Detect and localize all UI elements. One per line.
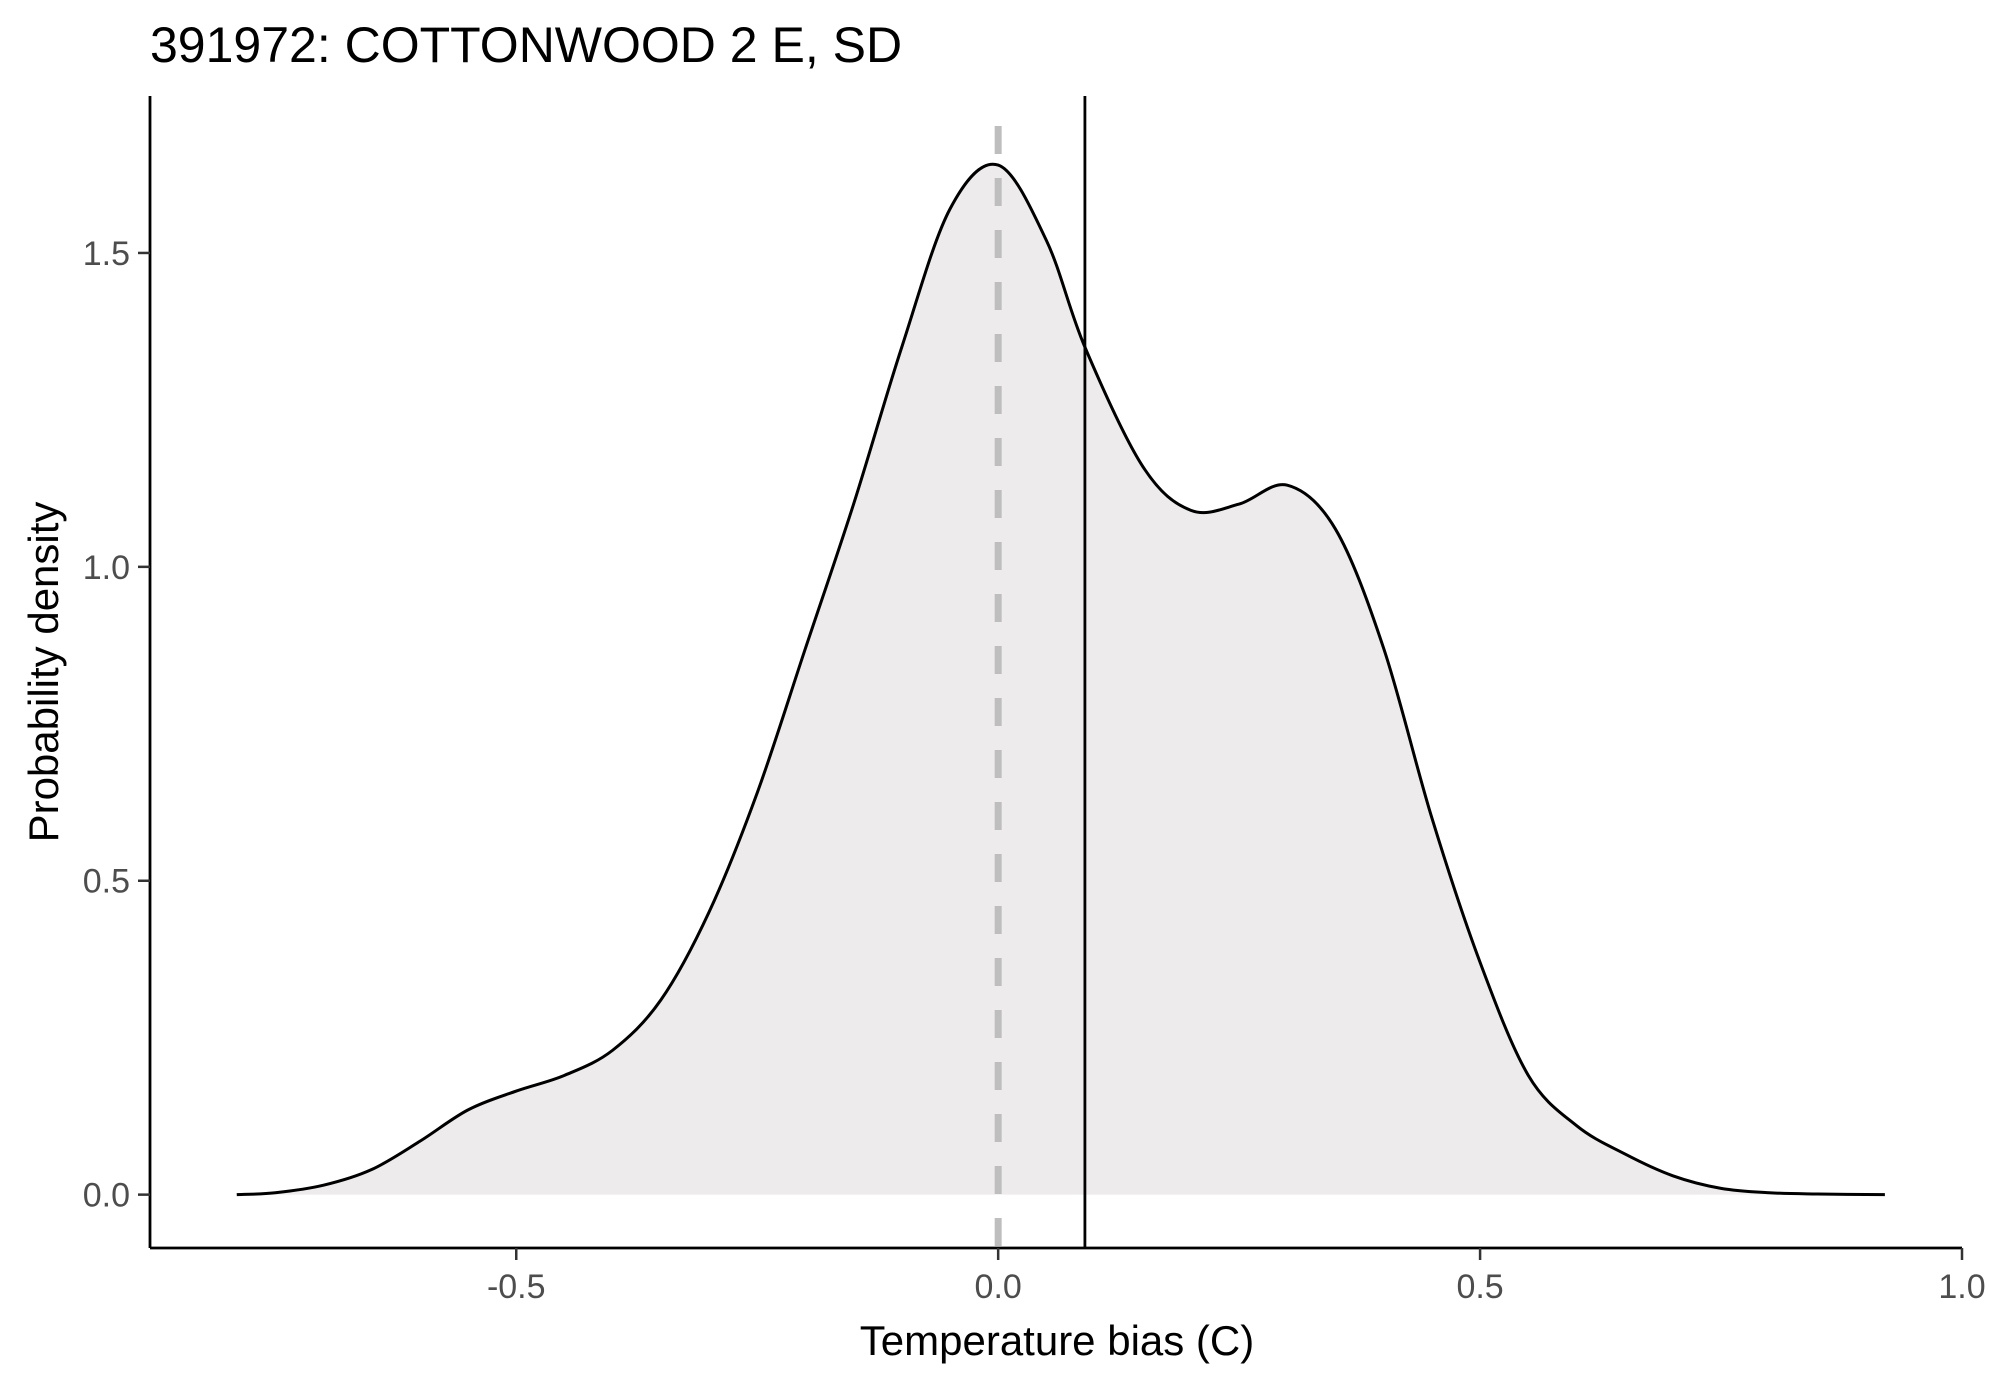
y-tick-label: 1.0 (83, 549, 130, 587)
x-tick-label: 0.5 (1456, 1268, 1503, 1306)
x-tick-label: -0.5 (487, 1268, 546, 1306)
density-curve (236, 162, 1885, 1197)
axes: -0.5 0.0 0.5 1.0 0.0 0.5 1.0 1.5 (83, 96, 1986, 1306)
x-tick-label: 1.0 (1938, 1268, 1985, 1306)
y-axis-title: Probability density (20, 502, 67, 843)
chart-title: 391972: COTTONWOOD 2 E, SD (150, 17, 902, 73)
y-tick-label: 0.0 (83, 1177, 130, 1215)
x-axis-title: Temperature bias (C) (860, 1317, 1254, 1364)
plot-area (236, 96, 1885, 1248)
y-tick-label: 1.5 (83, 235, 130, 273)
x-tick-label: 0.0 (975, 1268, 1022, 1306)
density-fill (236, 164, 1885, 1195)
y-tick-label: 0.5 (83, 863, 130, 901)
